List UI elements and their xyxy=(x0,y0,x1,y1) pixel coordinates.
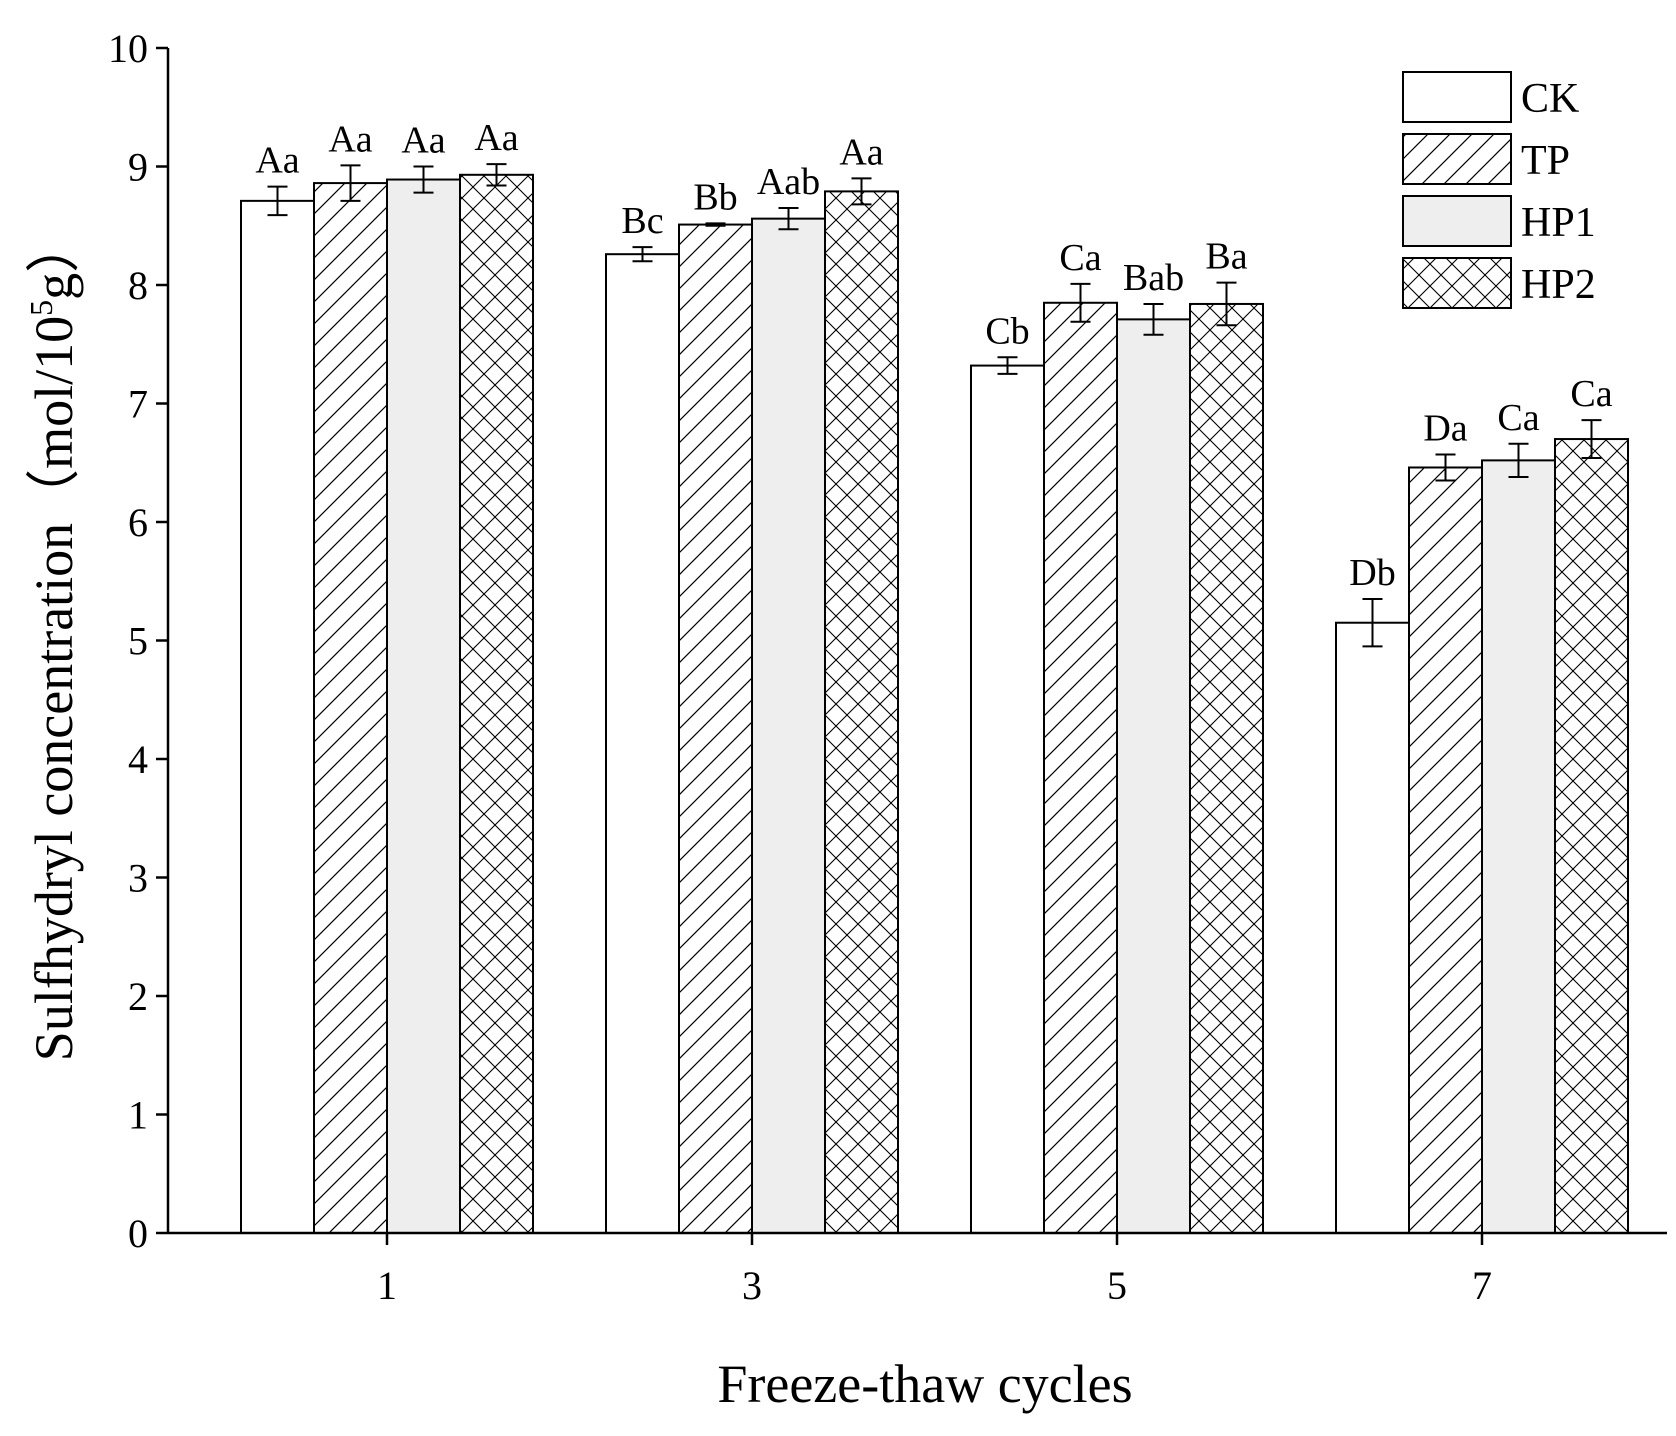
y-tick-label-5: 5 xyxy=(128,619,148,664)
error-bar-hp1-cycle-1 xyxy=(413,165,434,194)
error-bar-hp2-cycle-3 xyxy=(851,177,872,206)
error-bar-ck-cycle-1 xyxy=(267,185,288,217)
data-label-hp1-cycle-7: Ca xyxy=(1497,397,1539,439)
error-bar-ck-cycle-7 xyxy=(1362,598,1383,648)
data-label-hp1-cycle-5: Bab xyxy=(1123,257,1184,299)
bar-ck-cycle-5 xyxy=(970,364,1045,1234)
bar-hp1-cycle-7 xyxy=(1481,459,1556,1234)
error-bar-ck-cycle-3 xyxy=(632,246,653,263)
error-bars-layer xyxy=(267,163,1602,648)
y-tick-label-6: 6 xyxy=(128,500,148,545)
bar-tp-cycle-7 xyxy=(1408,466,1483,1234)
x-tick-label-1: 1 xyxy=(377,1263,397,1308)
x-axis-title: Freeze-thaw cycles xyxy=(717,1354,1132,1414)
bar-tp-cycle-3 xyxy=(678,223,753,1234)
bar-ck-cycle-1 xyxy=(240,199,315,1235)
legend-item-ck: CK xyxy=(1402,71,1579,123)
legend-label-tp: TP xyxy=(1521,138,1570,184)
bar-hp2-cycle-7 xyxy=(1554,438,1629,1234)
significance-labels: Aa Bc Cb Db Aa Bb Ca Da Aa Aab Bab Ca Aa Aa Ba Ca xyxy=(255,117,1612,594)
error-bar-hp2-cycle-1 xyxy=(486,163,507,187)
data-label-ck-cycle-5: Cb xyxy=(985,310,1029,352)
y-axis-title: Sulfhydryl concentration（mol/105g） xyxy=(23,219,84,1061)
legend-item-tp: TP xyxy=(1402,133,1570,185)
bar-hp1-cycle-5 xyxy=(1116,318,1191,1234)
data-label-hp2-cycle-1: Aa xyxy=(474,117,518,159)
data-label-ck-cycle-1: Aa xyxy=(255,140,299,182)
data-label-hp2-cycle-3: Aa xyxy=(839,131,883,173)
bar-tp-cycle-1 xyxy=(313,182,388,1235)
y-axis-title-sup: 5 xyxy=(23,300,59,316)
x-ticks: 1 3 5 7 xyxy=(377,1233,1492,1308)
error-bar-hp1-cycle-3 xyxy=(778,206,799,231)
bar-hp2-cycle-1 xyxy=(459,173,534,1234)
error-bar-tp-cycle-5 xyxy=(1070,282,1091,323)
x-tick-label-5: 5 xyxy=(1107,1263,1127,1308)
legend-swatch-ck xyxy=(1402,71,1512,123)
bar-hp2-cycle-3 xyxy=(824,190,899,1234)
legend-item-hp2: HP2 xyxy=(1402,257,1596,309)
y-tick-label-4: 4 xyxy=(128,737,148,782)
data-label-hp1-cycle-3: Aab xyxy=(757,161,820,203)
bar-ck-cycle-7 xyxy=(1335,621,1410,1234)
error-bar-hp2-cycle-7 xyxy=(1581,419,1602,460)
data-label-tp-cycle-1: Aa xyxy=(328,118,372,160)
data-label-ck-cycle-7: Db xyxy=(1349,552,1395,594)
bar-tp-cycle-5 xyxy=(1043,301,1118,1234)
error-bar-tp-cycle-1 xyxy=(340,164,361,202)
data-label-tp-cycle-7: Da xyxy=(1423,407,1467,449)
legend-item-hp1: HP1 xyxy=(1402,195,1596,247)
error-bar-hp1-cycle-7 xyxy=(1508,442,1529,478)
error-bar-tp-cycle-7 xyxy=(1435,453,1456,482)
legend-swatch-tp xyxy=(1402,133,1512,185)
legend-label-hp1: HP1 xyxy=(1521,200,1596,246)
error-bar-ck-cycle-5 xyxy=(997,356,1018,375)
error-bar-hp1-cycle-5 xyxy=(1143,302,1164,336)
data-label-tp-cycle-5: Ca xyxy=(1059,237,1101,279)
y-tick-label-3: 3 xyxy=(128,856,148,901)
data-label-ck-cycle-3: Bc xyxy=(621,200,663,242)
legend-label-hp2: HP2 xyxy=(1521,262,1596,308)
y-axis-title-main: Sulfhydryl concentration xyxy=(24,523,84,1061)
bar-ck-cycle-3 xyxy=(605,253,680,1234)
bar-hp2-cycle-5 xyxy=(1189,302,1264,1234)
y-tick-label-10: 10 xyxy=(108,26,148,71)
y-axis-title-unit: mol/10 xyxy=(24,316,84,469)
data-label-hp1-cycle-1: Aa xyxy=(401,120,445,162)
data-label-tp-cycle-3: Bb xyxy=(693,176,737,218)
y-tick-label-1: 1 xyxy=(128,1093,148,1138)
legend-label-ck: CK xyxy=(1521,76,1579,122)
legend-swatch-hp1 xyxy=(1402,195,1512,247)
y-axis-title-open: （ xyxy=(24,469,84,523)
bar-hp1-cycle-3 xyxy=(751,217,826,1234)
y-axis-title-close: ） xyxy=(24,219,84,273)
data-label-hp2-cycle-7: Ca xyxy=(1570,373,1612,415)
y-ticks: 0 1 2 3 4 5 6 7 8 9 10 xyxy=(108,26,168,1256)
error-bar-hp2-cycle-5 xyxy=(1216,281,1237,327)
legend-swatch-hp2 xyxy=(1402,257,1512,309)
legend: CK TP HP1 HP2 xyxy=(1402,71,1596,309)
y-tick-label-9: 9 xyxy=(128,145,148,190)
x-tick-label-3: 3 xyxy=(742,1263,762,1308)
bar-hp1-cycle-1 xyxy=(386,178,461,1234)
y-tick-label-7: 7 xyxy=(128,382,148,427)
bars-layer xyxy=(240,173,1629,1235)
error-bar-tp-cycle-3 xyxy=(705,222,726,227)
y-axis-title-unit-g: g xyxy=(24,273,84,300)
x-tick-label-7: 7 xyxy=(1472,1263,1492,1308)
y-tick-label-2: 2 xyxy=(128,974,148,1019)
data-label-hp2-cycle-5: Ba xyxy=(1205,236,1247,278)
y-tick-label-8: 8 xyxy=(128,263,148,308)
y-tick-label-0: 0 xyxy=(128,1211,148,1256)
